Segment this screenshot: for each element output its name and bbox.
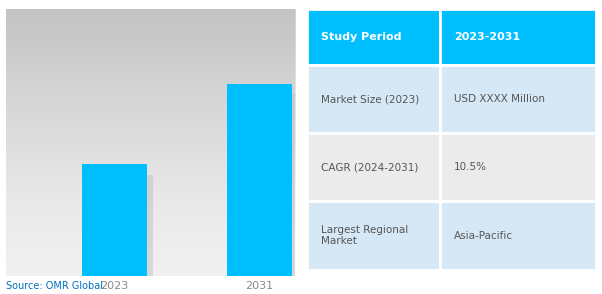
Bar: [88, 175, 153, 287]
Bar: [440, 133, 596, 201]
Bar: [226, 84, 291, 276]
Text: 10.5%: 10.5%: [455, 162, 487, 172]
Bar: [232, 94, 297, 287]
Bar: [307, 201, 440, 270]
Text: Study Period: Study Period: [321, 32, 402, 42]
Bar: [307, 9, 440, 65]
Text: Source: OMR Global: Source: OMR Global: [6, 281, 103, 291]
Text: USD XXXX Million: USD XXXX Million: [455, 94, 545, 104]
Bar: [440, 201, 596, 270]
Bar: [82, 164, 147, 276]
Bar: [307, 65, 440, 133]
Text: CAGR (2024-2031): CAGR (2024-2031): [321, 162, 418, 172]
Bar: [440, 9, 596, 65]
Bar: [440, 65, 596, 133]
Bar: [307, 133, 440, 201]
Text: Asia-Pacific: Asia-Pacific: [455, 230, 514, 240]
Text: 2023-2031: 2023-2031: [455, 32, 520, 42]
Title: BATTERY MARKET: BATTERY MARKET: [95, 0, 206, 1]
Text: Largest Regional
Market: Largest Regional Market: [321, 225, 409, 246]
Text: Market Size (2023): Market Size (2023): [321, 94, 420, 104]
